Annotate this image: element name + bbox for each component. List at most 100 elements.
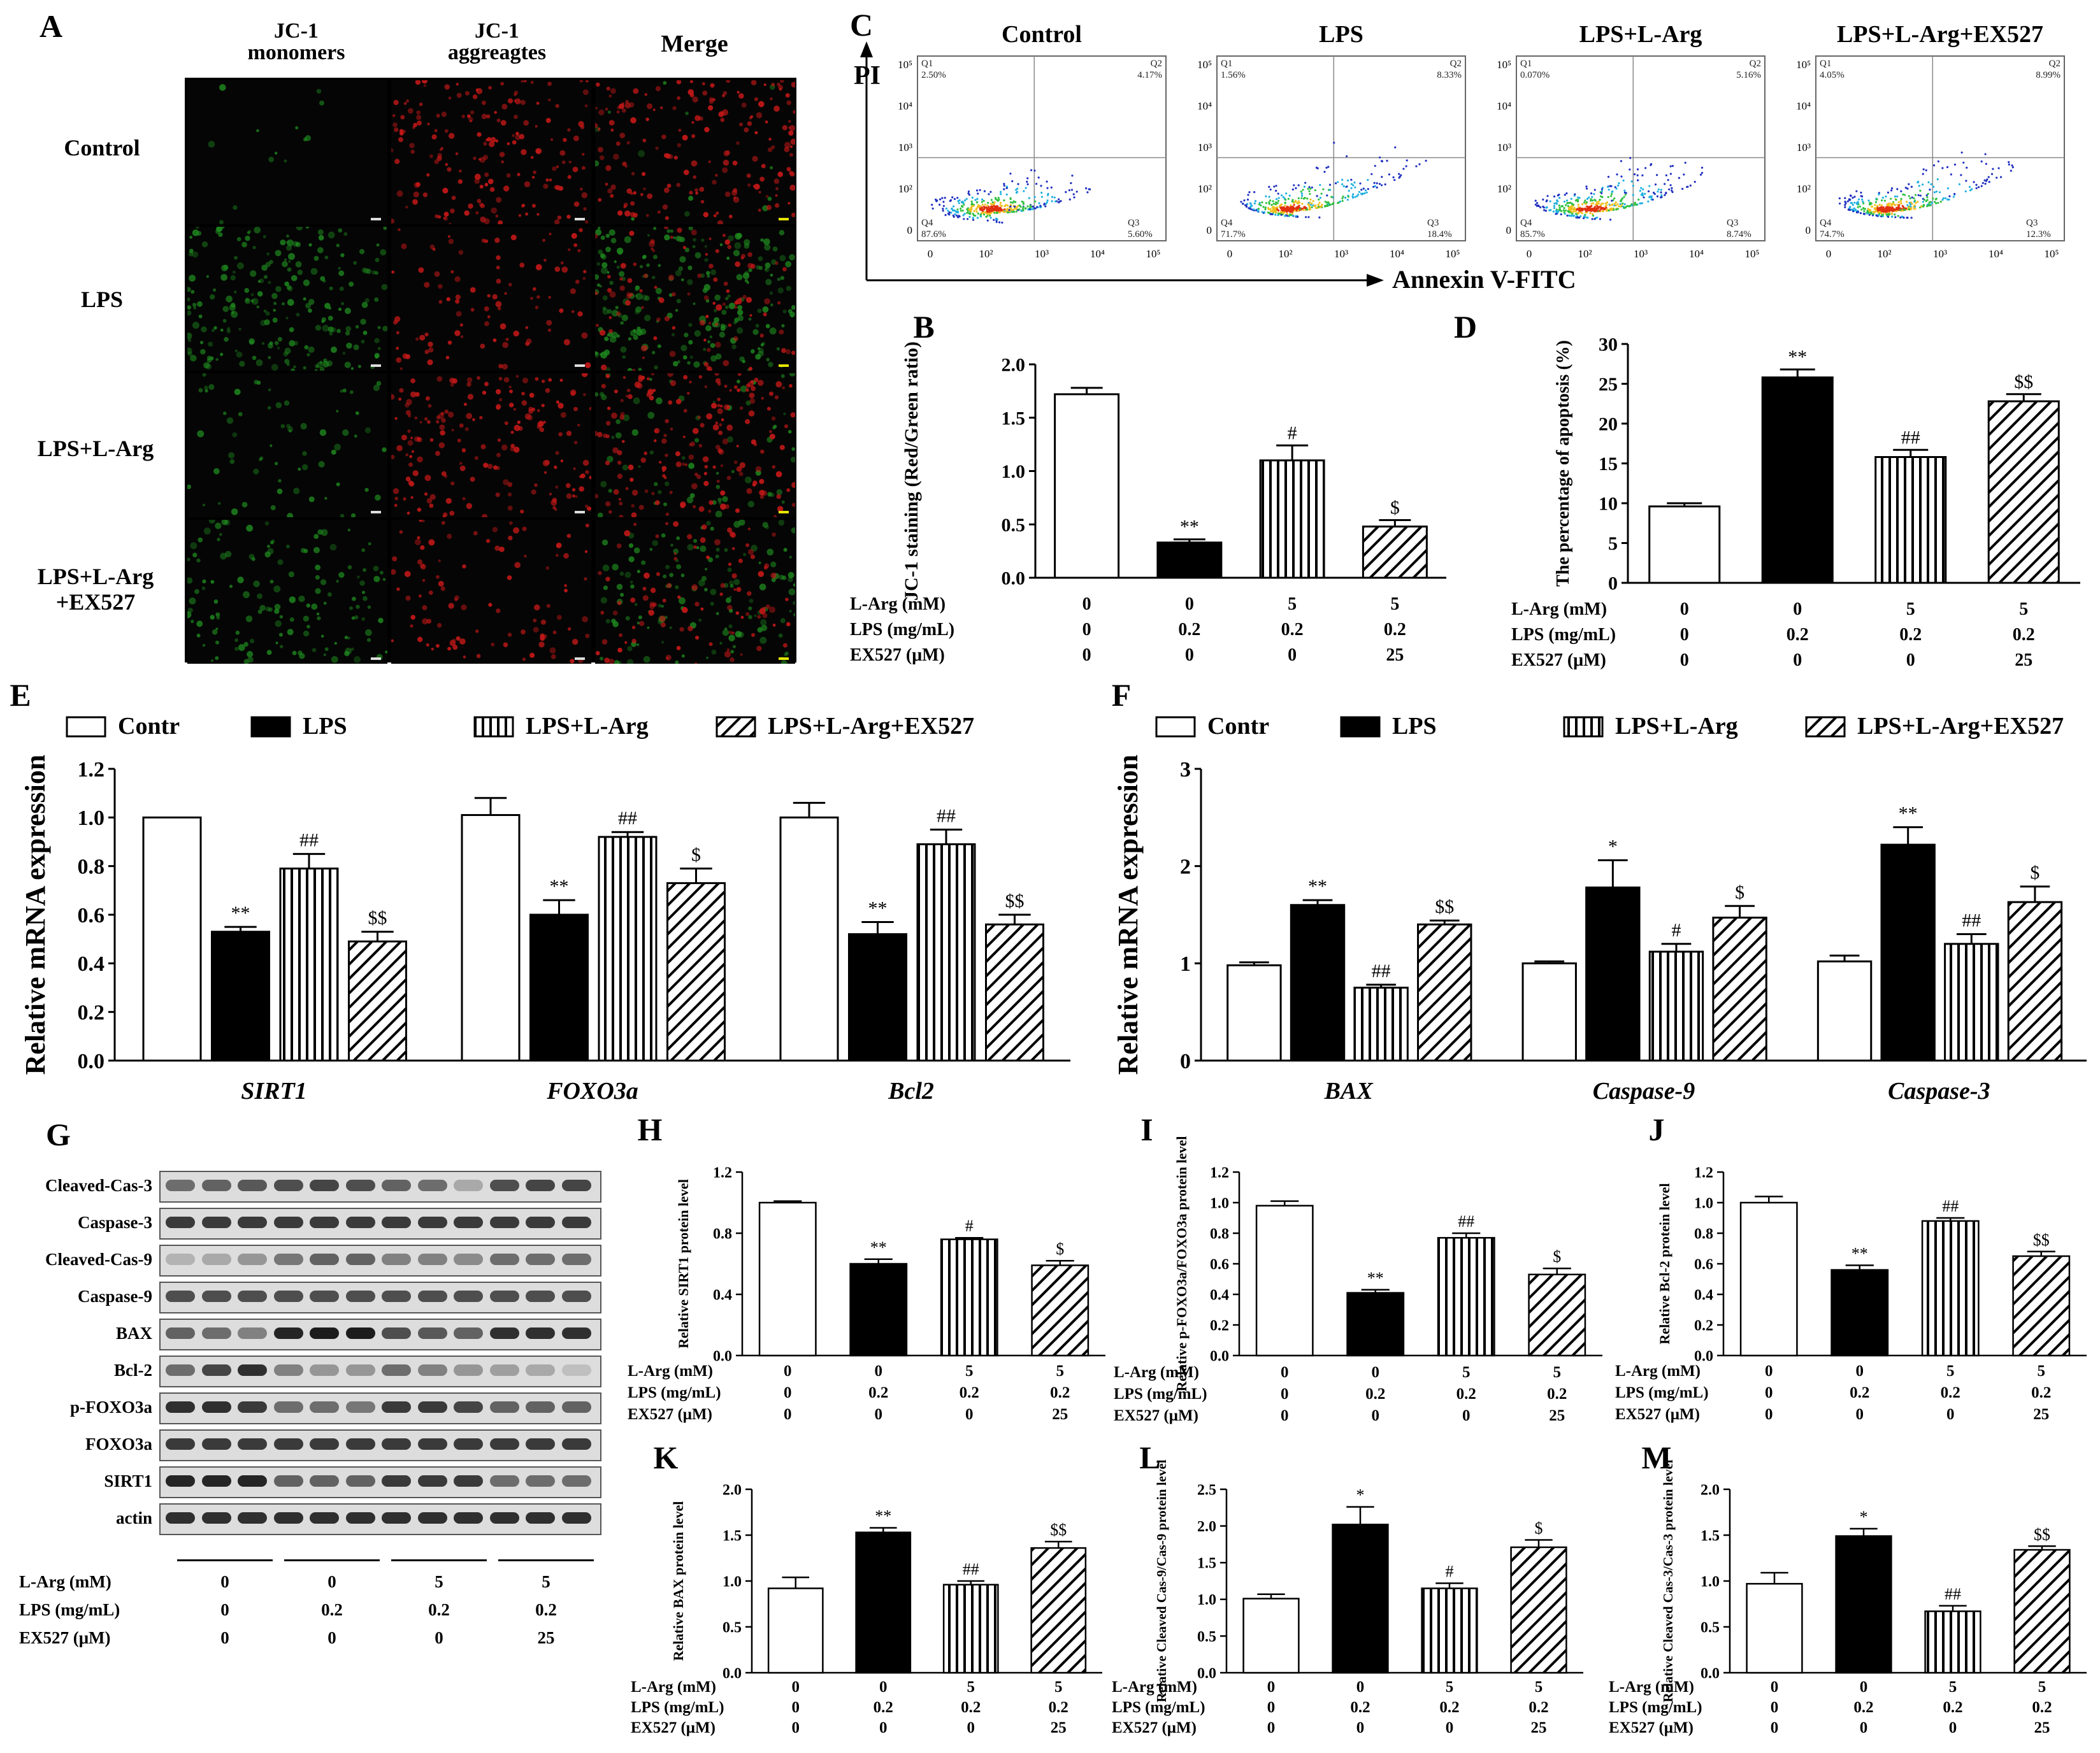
green-signal-dot (226, 296, 233, 303)
event-dot (1288, 208, 1291, 211)
condition-value: 0.2 (961, 1699, 981, 1716)
red-signal-dot (765, 195, 769, 198)
red-signal-dot (540, 633, 545, 638)
red-signal-dot (417, 536, 421, 540)
event-dot (1319, 196, 1322, 199)
event-dot (1839, 202, 1841, 205)
red-signal-dot (399, 530, 403, 534)
blot-band (526, 1401, 555, 1413)
event-dot (1650, 164, 1652, 166)
green-signal-dot (270, 444, 273, 447)
event-dot (1917, 180, 1920, 183)
event-dot (1398, 176, 1400, 179)
micrograph-background (391, 520, 591, 664)
red-signal-dot (720, 464, 724, 468)
event-dot (1629, 168, 1631, 171)
event-dot (1354, 186, 1356, 189)
event-dot (968, 212, 970, 215)
event-dot (1277, 209, 1280, 211)
red-signal-dot (505, 338, 509, 341)
event-dot (1888, 213, 1890, 215)
panel-k-label: K (654, 1440, 679, 1475)
red-signal-dot (717, 404, 721, 408)
green-signal-dot (336, 482, 340, 487)
red-signal-dot (774, 203, 780, 208)
red-signal-dot (567, 175, 572, 179)
event-dot (1968, 185, 1971, 189)
bar-2 (849, 1263, 908, 1357)
bar-1 (1242, 1598, 1300, 1674)
red-signal-dot (752, 155, 758, 162)
event-dot (1980, 160, 1983, 163)
green-signal-dot (350, 513, 356, 519)
red-signal-dot (605, 165, 612, 171)
event-dot (1346, 198, 1349, 201)
blot-band (417, 1364, 447, 1376)
event-dot (1986, 178, 1989, 181)
green-signal-dot (361, 548, 366, 552)
bar-bax-3 (1353, 987, 1409, 1062)
red-signal-dot (490, 137, 496, 143)
event-dot (989, 190, 992, 193)
red-signal-dot (599, 329, 606, 336)
y-tick-label: 0.4 (1694, 1287, 1713, 1303)
event-dot (1855, 190, 1858, 192)
red-signal-dot (410, 391, 417, 398)
green-signal-dot (315, 364, 319, 369)
red-signal-dot (750, 380, 754, 384)
green-signal-dot (702, 287, 708, 293)
event-dot (1352, 184, 1355, 187)
blot-label-caspase-9: Caspase-9 (77, 1287, 152, 1306)
green-signal-dot (377, 347, 381, 350)
condition-value: 0.2 (874, 1699, 893, 1716)
event-dot (1002, 210, 1004, 213)
condition-value: 25 (1531, 1719, 1547, 1736)
event-dot (960, 210, 962, 212)
red-signal-dot (451, 196, 456, 201)
red-signal-dot (561, 160, 566, 164)
blot-label-foxo3a: FOXO3a (85, 1435, 152, 1454)
condition-value: 0 (784, 1406, 792, 1423)
y-tick-label: 2.0 (1197, 1519, 1216, 1535)
red-signal-dot (746, 488, 752, 494)
y-tick-label: 1.0 (78, 806, 105, 830)
red-signal-dot (493, 465, 498, 470)
event-dot (1376, 182, 1378, 185)
red-signal-dot (501, 103, 508, 110)
event-dot (1987, 176, 1990, 178)
significance-label: $ (691, 844, 701, 865)
red-signal-dot (441, 418, 446, 423)
red-signal-dot (520, 99, 526, 105)
event-dot (989, 214, 991, 217)
green-signal-dot (319, 361, 323, 364)
red-signal-dot (724, 191, 731, 197)
red-signal-dot (468, 117, 473, 122)
green-signal-dot (607, 271, 610, 274)
event-dot (1282, 208, 1284, 210)
red-signal-dot (394, 496, 398, 501)
event-dot (1279, 204, 1281, 207)
y-tick-label: 2 (1180, 855, 1191, 879)
significance-label: ** (231, 903, 250, 924)
event-dot (983, 206, 986, 208)
red-signal-dot (480, 444, 486, 450)
red-signal-dot (413, 191, 419, 197)
green-signal-dot (319, 429, 327, 436)
red-signal-dot (656, 317, 661, 322)
event-dot (1922, 183, 1924, 186)
green-signal-dot (770, 303, 773, 307)
red-signal-dot (504, 292, 507, 295)
event-dot (1881, 196, 1884, 199)
event-dot (1873, 207, 1876, 210)
event-dot (1330, 196, 1333, 198)
red-signal-dot (608, 316, 612, 320)
event-dot (1599, 209, 1601, 212)
red-signal-dot (410, 615, 416, 620)
event-dot (1909, 197, 1911, 199)
event-dot (1689, 184, 1692, 187)
event-dot (1878, 211, 1881, 213)
event-dot (1596, 204, 1599, 208)
event-dot (1941, 167, 1944, 169)
event-dot (1012, 211, 1014, 213)
bar-3 (1421, 1587, 1478, 1674)
